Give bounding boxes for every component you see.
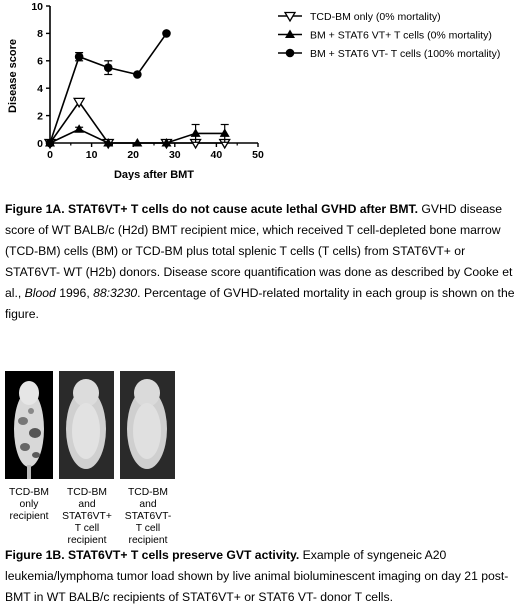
- mouse-image-stat6vt-minus: [120, 371, 175, 479]
- panel-label-line: recipient: [9, 511, 49, 522]
- y-tick-label: 0: [37, 138, 43, 150]
- panel-label-line: TCD-BM: [127, 487, 169, 498]
- data-point: [161, 138, 172, 147]
- series-line: [49, 32, 168, 144]
- figure-1a-citation: 88:3230: [93, 286, 138, 300]
- data-point: [162, 29, 171, 38]
- y-tick-label: 8: [37, 28, 43, 40]
- x-axis-label: Days after BMT: [114, 169, 194, 180]
- panel-label-line: recipient: [67, 535, 107, 546]
- data-point: [190, 128, 201, 137]
- data-point: [103, 63, 113, 72]
- legend-marker: [283, 11, 297, 23]
- figure-1a-title: Figure 1A. STAT6VT+ T cells do not cause…: [5, 202, 418, 216]
- data-point: [72, 97, 86, 109]
- chart-ticks: 0 10 20 30 40 50 0 2 4 6 8 10: [31, 1, 264, 161]
- panel-label-line: T cell: [135, 523, 161, 534]
- data-point: [133, 70, 142, 79]
- legend-label: BM + STAT6 VT- T cells (100% mortality): [310, 48, 500, 60]
- y-tick-label: 10: [31, 1, 43, 13]
- y-tick-label: 6: [37, 56, 43, 68]
- data-point: [132, 138, 143, 147]
- chart-series: [43, 29, 231, 150]
- panel-label-line: and: [139, 499, 157, 510]
- panel-label-stat6vt-plus: TCD-BM and STAT6VT+ T cell recipient: [58, 487, 116, 547]
- data-point: [103, 138, 114, 147]
- mouse-image-tcd-bm: [5, 371, 53, 479]
- figure-1b-title: Figure 1B. STAT6VT+ T cells preserve GVT…: [5, 548, 300, 562]
- y-axis-label: Disease score: [7, 39, 19, 113]
- mouse-image-stat6vt-plus: [59, 371, 114, 479]
- data-point: [74, 52, 84, 61]
- figure-1a-body-1: GVHD disease score of WT BALB/c (H2d) BM…: [5, 202, 513, 300]
- y-tick-label: 4: [37, 83, 43, 95]
- x-tick-label: 10: [86, 149, 98, 161]
- figure-1a-journal: Blood: [24, 286, 56, 300]
- x-tick-label: 20: [127, 149, 139, 161]
- panel-label-line: STAT6VT-: [124, 511, 172, 522]
- panel-label-line: and: [78, 499, 96, 510]
- y-tick-label: 2: [37, 110, 43, 122]
- data-point: [219, 128, 230, 137]
- figure-1a-body-3: . Percentage of GVHD-related mortality i…: [5, 286, 515, 321]
- figure-1b-caption: Figure 1B. STAT6VT+ T cells preserve GVT…: [5, 545, 517, 608]
- panel-label-stat6vt-minus: TCD-BM and STAT6VT- T cell recipient: [118, 487, 178, 547]
- data-point: [74, 124, 85, 133]
- x-tick-label: 30: [169, 149, 181, 161]
- legend-label: TCD-BM only (0% mortality): [310, 11, 441, 23]
- legend-label: BM + STAT6 VT+ T cells (0% mortality): [310, 30, 492, 42]
- figure-1b-body: Example of syngeneic A20 leukemia/lympho…: [5, 548, 509, 604]
- series-group: [45, 29, 171, 148]
- panel-label-line: STAT6VT+: [62, 511, 112, 522]
- x-tick-label: 40: [211, 149, 223, 161]
- chart-legend: TCD-BM only (0% mortality) BM + STAT6 VT+…: [278, 11, 500, 60]
- legend-marker: [285, 29, 295, 38]
- panel-label-line: recipient: [128, 535, 168, 546]
- panel-label-line: TCD-BM: [66, 487, 108, 498]
- panel-label-line: TCD-BM: [8, 487, 50, 498]
- x-tick-label: 0: [47, 149, 53, 161]
- panel-label-line: T cell: [74, 523, 100, 534]
- data-point: [45, 138, 55, 148]
- disease-score-chart: 0 10 20 30 40 50 0 2 4 6 8 10 TCD-BM only (0% morta…: [7, 1, 500, 180]
- chart-axes: [49, 6, 258, 144]
- legend-marker: [285, 48, 295, 58]
- panel-label-tcd-bm: TCD-BM only recipient: [0, 487, 58, 523]
- x-tick-label: 50: [252, 149, 264, 161]
- panel-label-line: only: [19, 499, 39, 510]
- figure-1a-body-2: 1996,: [55, 286, 94, 300]
- figure-1a-caption: Figure 1A. STAT6VT+ T cells do not cause…: [5, 199, 517, 325]
